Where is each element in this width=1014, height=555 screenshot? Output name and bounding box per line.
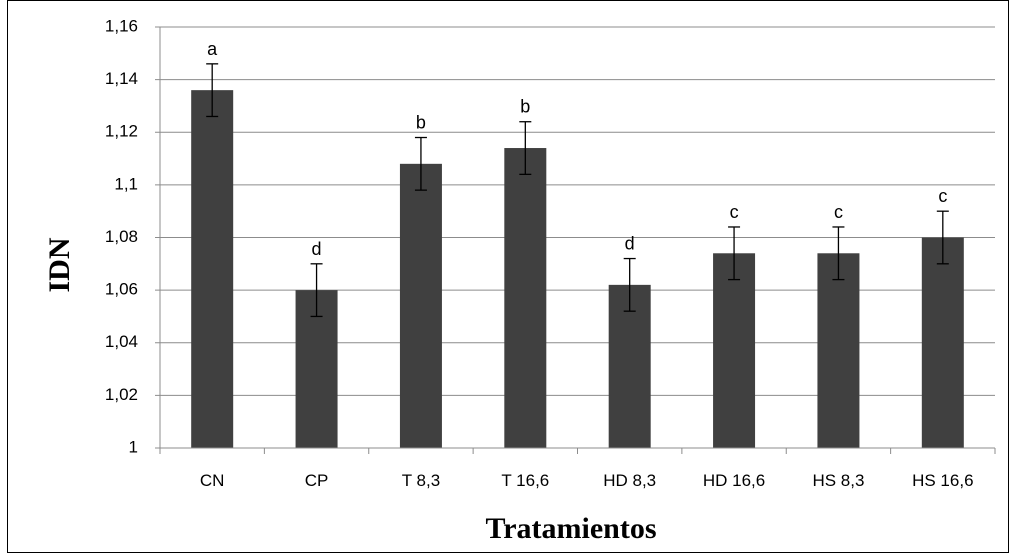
bar — [191, 90, 234, 449]
x-tick-label: CN — [200, 471, 225, 490]
bar — [713, 253, 756, 448]
error-bars — [206, 63, 949, 318]
axes — [155, 26, 996, 454]
y-tick-label: 1,06 — [105, 280, 138, 299]
x-tick-label: CP — [305, 471, 329, 490]
bar — [399, 163, 442, 448]
y-tick-label: 1,1 — [114, 174, 138, 193]
bar — [608, 284, 651, 448]
significance-letters: a d b b d c c c — [207, 39, 947, 259]
significance-letter: c — [834, 202, 843, 222]
x-tick-label: T 8,3 — [402, 471, 440, 490]
y-tick-label: 1,14 — [105, 69, 138, 88]
x-tick-label: HS 16,6 — [912, 471, 973, 490]
y-tick-label: 1 — [129, 437, 138, 456]
x-tick-label: HD 16,6 — [703, 471, 765, 490]
significance-letter: a — [207, 39, 218, 59]
y-tick-label: 1,08 — [105, 227, 138, 246]
y-tick-label: 1,16 — [105, 16, 138, 35]
y-tick-label: 1,04 — [105, 332, 138, 351]
x-axis-title: Tratamientos — [485, 512, 656, 545]
bar — [504, 148, 547, 448]
y-tick-labels: 1 1,02 1,04 1,06 1,08 1,1 1,12 1,14 1,16 — [105, 16, 138, 456]
bar — [817, 253, 860, 448]
significance-letter: b — [416, 113, 426, 133]
y-axis-title: IDN — [43, 237, 76, 292]
y-tick-label: 1,02 — [105, 385, 138, 404]
x-tick-labels: CN CP T 8,3 T 16,6 HD 8,3 HD 16,6 HS 8,3 HS 16,… — [200, 471, 974, 490]
significance-letter: c — [938, 186, 947, 206]
x-tick-label: T 16,6 — [501, 471, 549, 490]
significance-letter: c — [730, 202, 739, 222]
bars — [191, 90, 964, 449]
significance-letter: b — [520, 97, 530, 117]
y-tick-label: 1,12 — [105, 122, 138, 141]
x-tick-label: HS 8,3 — [812, 471, 864, 490]
significance-letter: d — [312, 239, 322, 259]
significance-letter: d — [625, 234, 635, 254]
x-tick-label: HD 8,3 — [603, 471, 656, 490]
bar — [921, 237, 964, 448]
gridlines — [160, 26, 995, 396]
